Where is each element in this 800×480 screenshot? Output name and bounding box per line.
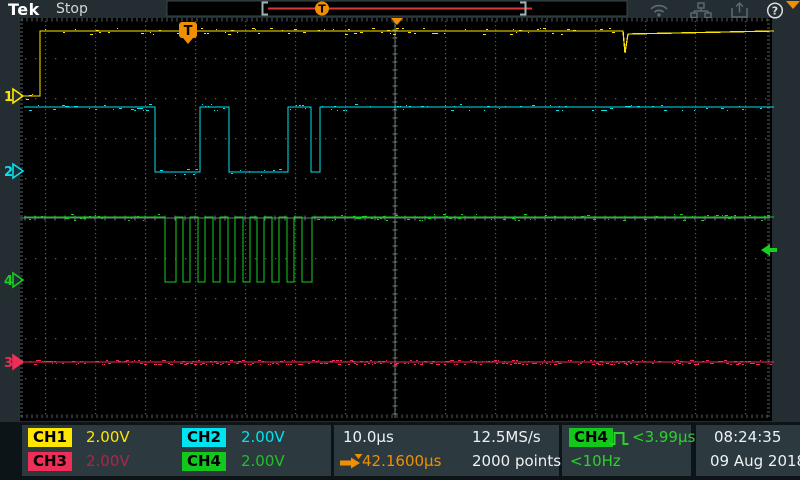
- channel-marker-4[interactable]: 4: [4, 271, 25, 289]
- sample-rate: 12.5MS/s: [472, 428, 541, 446]
- pulse-width-icon: [609, 429, 630, 451]
- channel-marker-2[interactable]: 2: [4, 162, 25, 180]
- channel-readouts-section: CH1 2.00V CH2 2.00V CH3 2.00V CH4 2.00V: [22, 425, 331, 476]
- help-icon[interactable]: ?: [766, 2, 788, 19]
- channel-marker-1[interactable]: 1: [4, 87, 25, 105]
- menu-corner-arrow[interactable]: [786, 1, 800, 9]
- status-bar: CH1 2.00V CH2 2.00V CH3 2.00V CH4 2.00V …: [0, 422, 800, 480]
- network-icon[interactable]: [690, 2, 712, 19]
- graticule: [20, 18, 770, 418]
- wifi-icon[interactable]: [648, 2, 670, 18]
- acquisition-status: Stop: [56, 1, 88, 17]
- svg-text:T: T: [184, 24, 193, 39]
- record-length: 2000 points: [472, 452, 562, 470]
- date-display: 09 Aug 2018: [710, 452, 800, 470]
- ch2-badge[interactable]: CH2: [182, 428, 226, 447]
- window-right-bracket: [520, 1, 527, 16]
- svg-text:4: 4: [4, 274, 13, 289]
- top-bar: Tek Stop ?: [0, 0, 800, 19]
- svg-text:2: 2: [4, 165, 13, 180]
- svg-text:1: 1: [4, 90, 13, 105]
- clock-section: 08:24:35 09 Aug 2018: [696, 425, 800, 476]
- horizontal-scale: 10.0µs: [343, 428, 394, 446]
- ch1-badge[interactable]: CH1: [28, 428, 72, 447]
- ch3-badge[interactable]: CH3: [28, 452, 72, 471]
- trace-ch2: [24, 104, 774, 176]
- trace-ch4: [24, 214, 774, 283]
- ch3-scale: 2.00V: [86, 452, 130, 470]
- time-display: 08:24:35: [714, 428, 782, 446]
- trigger-position-arrow[interactable]: [391, 18, 403, 25]
- trigger-section: CH4 <3.99µs <10Hz: [562, 425, 695, 476]
- trigger-point-flag[interactable]: T: [179, 22, 197, 44]
- trigger-pulse-width: <3.99µs: [632, 428, 696, 446]
- trigger-frequency: <10Hz: [570, 452, 621, 470]
- ch4-scale: 2.00V: [241, 452, 285, 470]
- horizontal-delay: 42.1600µs: [362, 452, 442, 470]
- horizontal-section: 10.0µs 12.5MS/s 42.1600µs 2000 points: [334, 425, 562, 476]
- delay-arrow-icon: [339, 454, 363, 473]
- window-left-bracket: [261, 1, 268, 16]
- timeline-trigger-marker[interactable]: T: [315, 1, 329, 16]
- file-export-icon[interactable]: [730, 1, 752, 18]
- channel-marker-3[interactable]: 3: [4, 353, 25, 371]
- trigger-level-arrow[interactable]: [761, 244, 777, 256]
- svg-text:T: T: [318, 3, 326, 16]
- svg-text:?: ?: [772, 5, 778, 18]
- trigger-source-badge[interactable]: CH4: [569, 428, 613, 447]
- timeline-bar: T: [166, 0, 628, 17]
- trace-ch3: [24, 360, 774, 365]
- svg-text:3: 3: [4, 356, 13, 371]
- ch1-scale: 2.00V: [86, 428, 130, 446]
- ch4-badge[interactable]: CH4: [182, 452, 226, 471]
- tek-logo: Tek: [8, 0, 40, 19]
- ch2-scale: 2.00V: [241, 428, 285, 446]
